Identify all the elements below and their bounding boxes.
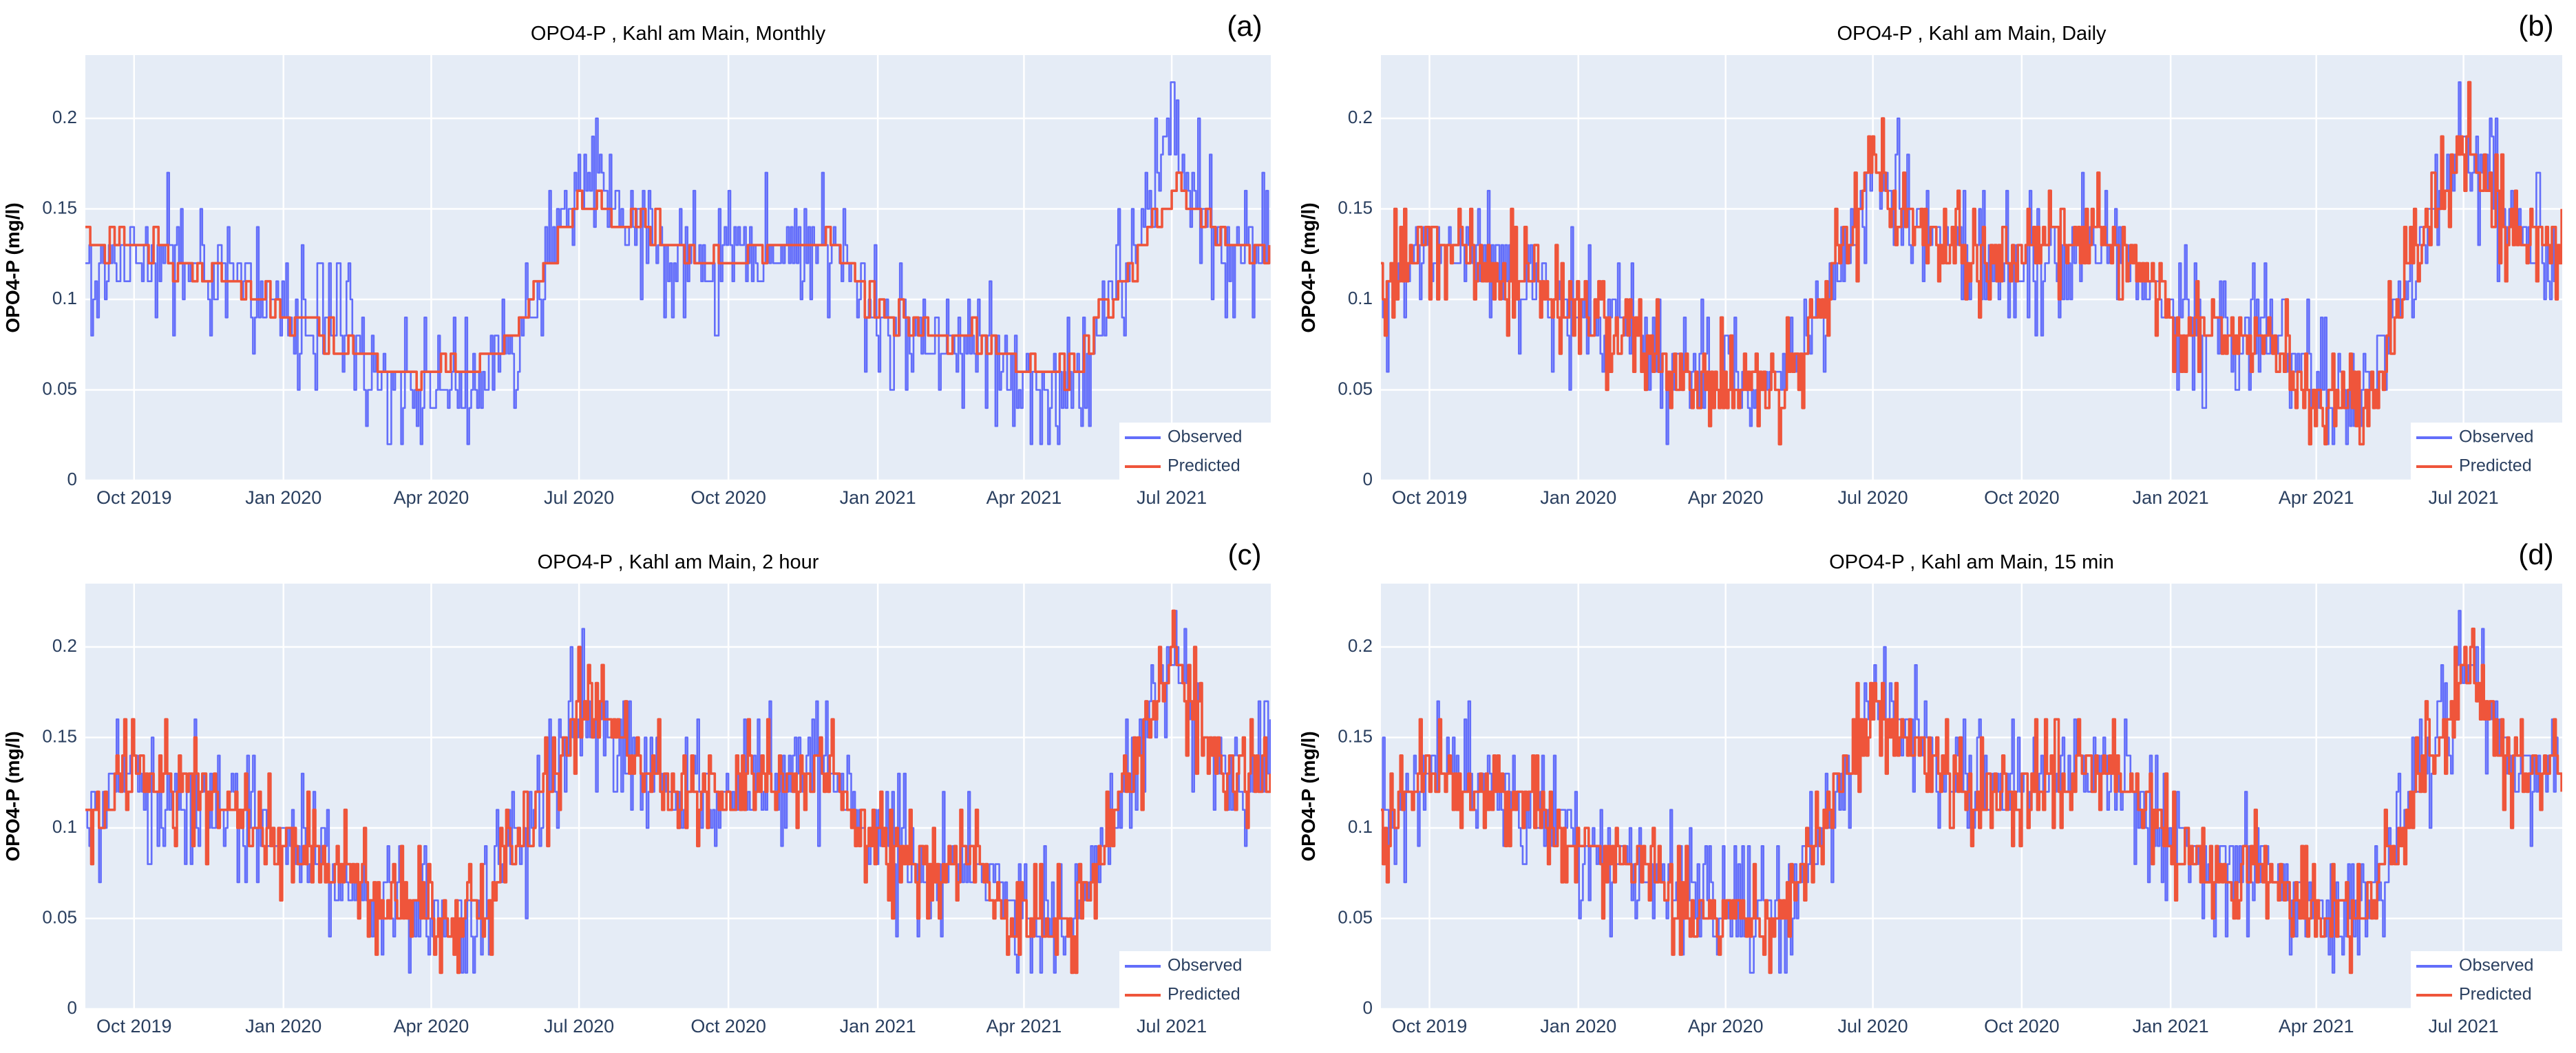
panel-label: (d) bbox=[2518, 538, 2553, 571]
chart-panel-3: 0 0.05 0.1 0.15 0.2 Oct 2019 Jan 2020 Apr 2020 J… bbox=[1298, 538, 2562, 1036]
y-axis-label: OPO4-P (mg/l) bbox=[2, 731, 23, 861]
series-line-predicted bbox=[1381, 81, 2562, 446]
legend-label-predicted: Predicted bbox=[1168, 985, 1241, 1004]
x-tick-label: Apr 2021 bbox=[986, 487, 1062, 508]
legend-label-predicted: Predicted bbox=[1168, 456, 1241, 476]
panel-label: (a) bbox=[1227, 10, 1262, 42]
y-tick-label: 0.2 bbox=[1348, 635, 1373, 656]
x-tick-label: Oct 2020 bbox=[1984, 487, 2060, 508]
x-tick-label: Jan 2021 bbox=[2133, 1016, 2209, 1036]
legend bbox=[1119, 423, 1271, 480]
legend-label-predicted: Predicted bbox=[2459, 456, 2532, 476]
y-axis-label: OPO4-P (mg/l) bbox=[1298, 731, 1319, 861]
x-tick-label: Jan 2021 bbox=[840, 1016, 916, 1036]
y-tick-label: 0 bbox=[1363, 997, 1373, 1018]
series-line-predicted bbox=[1381, 627, 2562, 975]
y-tick-label: 0 bbox=[67, 469, 77, 489]
y-tick-label: 0.2 bbox=[52, 635, 77, 656]
y-tick-label: 0.1 bbox=[1348, 288, 1373, 308]
x-tick-label: Apr 2021 bbox=[986, 1016, 1062, 1036]
legend-label-observed: Observed bbox=[2459, 427, 2533, 447]
x-tick-label: Oct 2020 bbox=[690, 487, 766, 508]
series-line-predicted bbox=[85, 171, 1271, 392]
y-tick-label: 0.2 bbox=[1348, 107, 1373, 127]
series-line-observed bbox=[1381, 610, 2562, 974]
x-tick-label: Oct 2019 bbox=[96, 1016, 172, 1036]
x-tick-label: Oct 2019 bbox=[1392, 487, 1468, 508]
x-tick-label: Jul 2021 bbox=[1137, 487, 1207, 508]
y-tick-label: 0.2 bbox=[52, 107, 77, 127]
y-tick-label: 0.05 bbox=[42, 906, 77, 927]
x-tick-label: Jan 2020 bbox=[245, 487, 321, 508]
x-tick-label: Oct 2020 bbox=[690, 1016, 766, 1036]
x-tick-label: Apr 2020 bbox=[394, 487, 469, 508]
chart-title: OPO4-P , Kahl am Main, 15 min bbox=[1829, 551, 2114, 573]
panel-label: (b) bbox=[2518, 10, 2553, 42]
x-tick-label: Apr 2020 bbox=[1688, 1016, 1764, 1036]
y-tick-label: 0.1 bbox=[52, 288, 77, 308]
x-tick-label: Apr 2020 bbox=[394, 1016, 469, 1036]
y-tick-label: 0.15 bbox=[42, 725, 77, 746]
x-tick-label: Jan 2020 bbox=[245, 1016, 321, 1036]
legend-label-observed: Observed bbox=[1168, 427, 1242, 447]
series-line-predicted bbox=[85, 609, 1271, 975]
x-tick-label: Oct 2019 bbox=[1392, 1016, 1468, 1036]
chart-panel-2: 0 0.05 0.1 0.15 0.2 Oct 2019 Jan 2020 Apr 2020 J… bbox=[2, 538, 1271, 1036]
x-tick-label: Jul 2020 bbox=[1838, 1016, 1908, 1036]
x-tick-label: Jul 2020 bbox=[544, 1016, 614, 1036]
y-axis-label: OPO4-P (mg/l) bbox=[1298, 202, 1319, 332]
y-tick-label: 0.1 bbox=[52, 816, 77, 837]
x-tick-label: Jan 2020 bbox=[1540, 1016, 1616, 1036]
x-tick-label: Oct 2020 bbox=[1984, 1016, 2060, 1036]
x-tick-label: Jan 2020 bbox=[1540, 487, 1616, 508]
chart-title: OPO4-P , Kahl am Main, Monthly bbox=[531, 23, 826, 45]
x-tick-label: Jan 2021 bbox=[2133, 487, 2209, 508]
chart-title: OPO4-P , Kahl am Main, Daily bbox=[1837, 23, 2107, 45]
y-axis-label: OPO4-P (mg/l) bbox=[2, 202, 23, 332]
y-tick-label: 0 bbox=[67, 997, 77, 1018]
y-tick-label: 0.05 bbox=[1338, 378, 1373, 398]
x-tick-label: Jul 2021 bbox=[1137, 1016, 1207, 1036]
x-tick-label: Jul 2021 bbox=[2429, 1016, 2499, 1036]
legend bbox=[2411, 423, 2562, 480]
x-tick-label: Jul 2021 bbox=[2429, 487, 2499, 508]
x-tick-label: Apr 2021 bbox=[2279, 487, 2354, 508]
chart-panel-0: 0 0.05 0.1 0.15 0.2 Oct 2019 Jan 2020 Apr 2020 J… bbox=[2, 10, 1271, 508]
y-tick-label: 0.05 bbox=[1338, 906, 1373, 927]
legend-label-observed: Observed bbox=[1168, 956, 1242, 975]
x-tick-label: Jul 2020 bbox=[1838, 487, 1908, 508]
legend-label-predicted: Predicted bbox=[2459, 985, 2532, 1004]
x-tick-label: Oct 2019 bbox=[96, 487, 172, 508]
panel-label: (c) bbox=[1228, 538, 1262, 571]
y-tick-label: 0.15 bbox=[1338, 725, 1373, 746]
x-tick-label: Jul 2020 bbox=[544, 487, 614, 508]
legend bbox=[2411, 951, 2562, 1009]
x-tick-label: Jan 2021 bbox=[840, 487, 916, 508]
chart-panel-1: 0 0.05 0.1 0.15 0.2 Oct 2019 Jan 2020 Apr 2020 J… bbox=[1298, 10, 2562, 508]
legend bbox=[1119, 951, 1271, 1009]
x-tick-label: Apr 2021 bbox=[2279, 1016, 2354, 1036]
y-tick-label: 0.1 bbox=[1348, 816, 1373, 837]
chart-title: OPO4-P , Kahl am Main, 2 hour bbox=[538, 551, 819, 573]
y-tick-label: 0.15 bbox=[1338, 197, 1373, 217]
x-tick-label: Apr 2020 bbox=[1688, 487, 1764, 508]
y-tick-label: 0.05 bbox=[42, 378, 77, 398]
y-tick-label: 0.15 bbox=[42, 197, 77, 217]
legend-label-observed: Observed bbox=[2459, 956, 2533, 975]
y-tick-label: 0 bbox=[1363, 469, 1373, 489]
